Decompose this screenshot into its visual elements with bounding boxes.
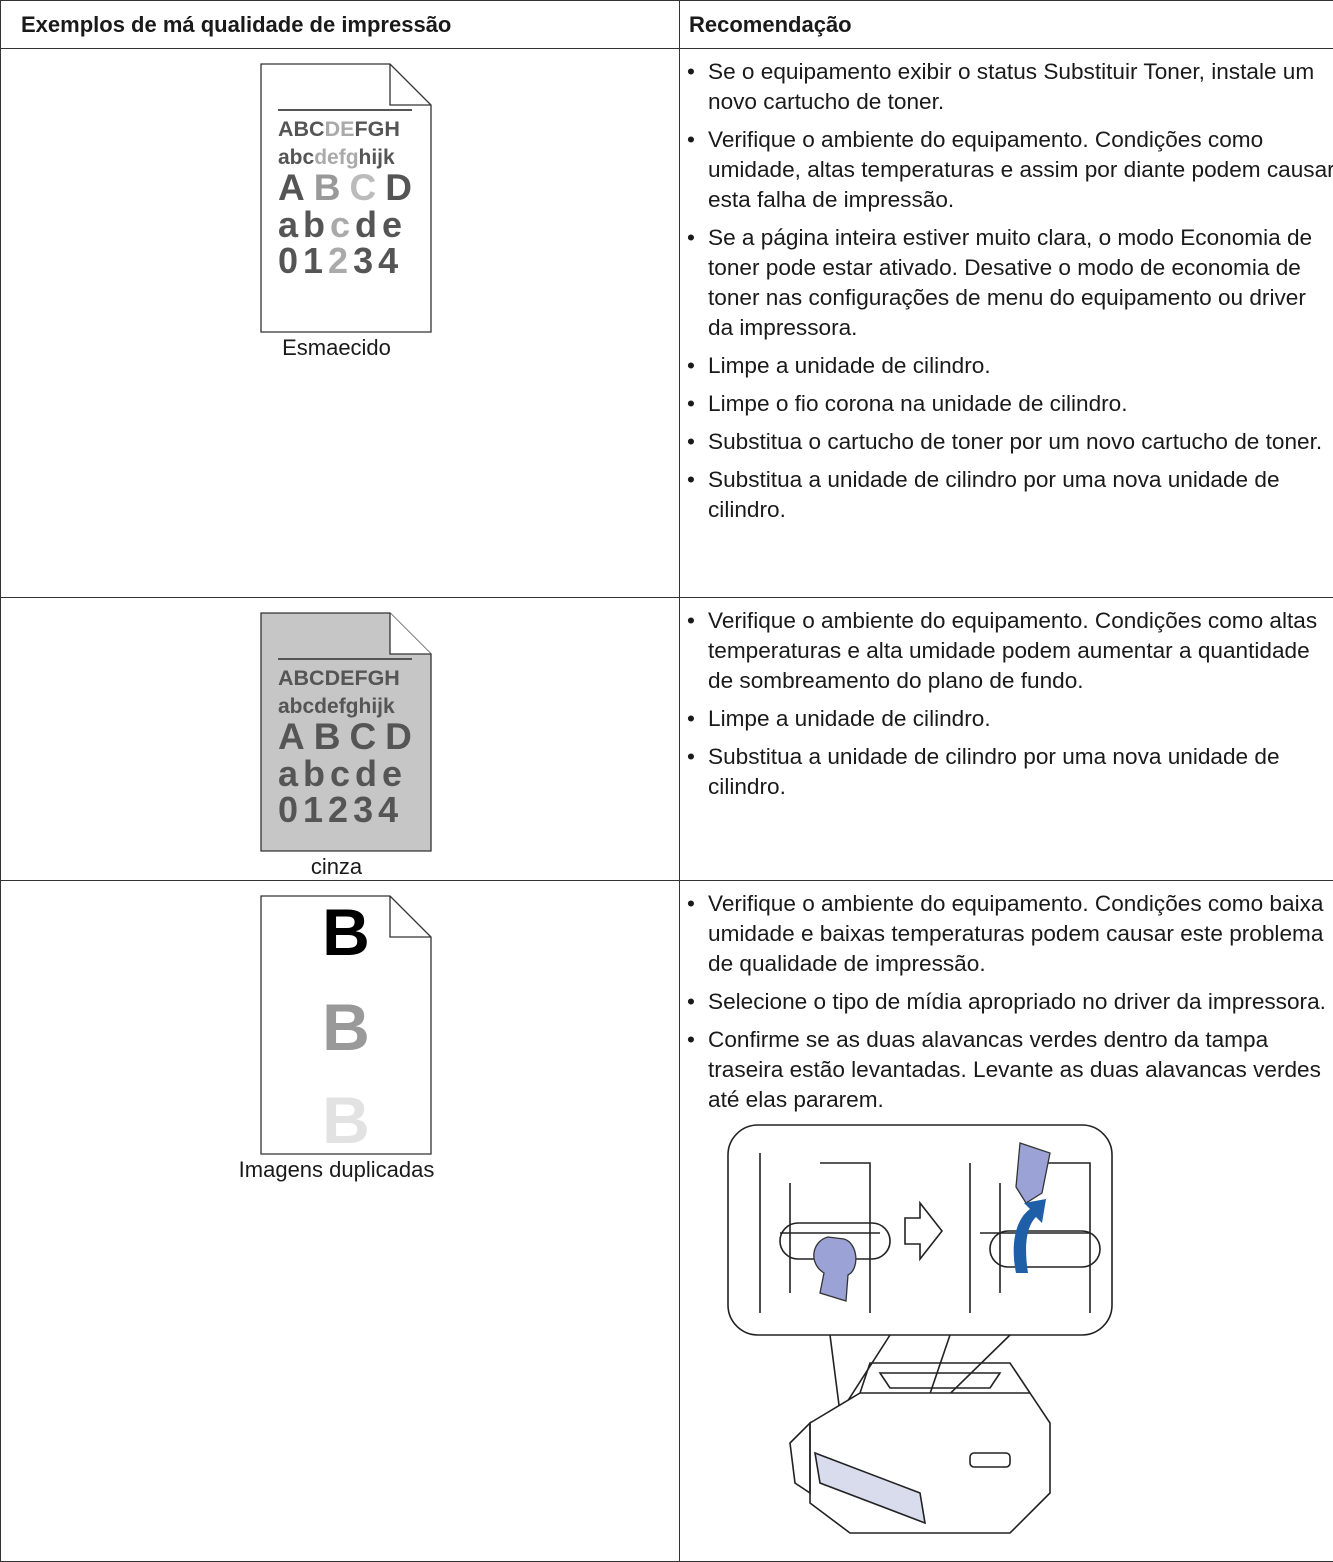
segment: defg	[314, 146, 358, 169]
segment: C	[349, 167, 385, 208]
caption: Imagens duplicadas	[0, 1157, 676, 1183]
segment: DE	[325, 117, 355, 141]
bullet-item: Substitua a unidade de cilindro por uma …	[680, 742, 1333, 802]
sample-text: ABCDEFGH	[278, 666, 400, 690]
bullet-item: Se a página inteira estiver muito clara,…	[680, 223, 1333, 343]
printer-illustration	[720, 1123, 1120, 1543]
segment: ABC	[278, 117, 325, 141]
bullet-list: Verifique o ambiente do equipamento. Con…	[680, 606, 1333, 802]
bullet-item: Limpe o fio corona na unidade de cilindr…	[680, 389, 1333, 419]
segment: B	[314, 167, 350, 208]
segment: 2	[328, 240, 353, 281]
segment: c	[330, 204, 355, 245]
bullet-item: Verifique o ambiente do equipamento. Con…	[680, 606, 1333, 696]
sample-text: ABCD	[278, 716, 421, 757]
bullet-item: Limpe a unidade de cilindro.	[680, 351, 1333, 381]
sample-text: B	[322, 990, 370, 1064]
bullet-item: Substitua a unidade de cilindro por uma …	[680, 465, 1333, 525]
segment: D	[385, 167, 421, 208]
header-row: Exemplos de má qualidade de impressão Re…	[1, 1, 1333, 49]
column-header: Recomendação	[680, 1, 1333, 49]
sample-text: ABCDEFGH	[278, 117, 400, 141]
column-header: Exemplos de má qualidade de impressão	[1, 1, 680, 49]
sample-text: abcdefghijk	[278, 695, 395, 718]
segment: ab	[278, 204, 330, 245]
caption: cinza	[0, 854, 676, 880]
bullet-item: Se o equipamento exibir o status Substit…	[680, 57, 1333, 117]
sample-text: B	[322, 895, 370, 969]
sample-text: B	[322, 1083, 370, 1155]
sample-text: abcde	[278, 753, 407, 794]
sample-cell: ABCDEFGH abcdefghijk ABCD abcde 01234 ci…	[1, 598, 680, 881]
ghost-sample: B B B	[260, 895, 432, 1155]
bullet-item: Limpe a unidade de cilindro.	[680, 704, 1333, 734]
bullet-item: Confirme se as duas alavancas verdes den…	[680, 1025, 1333, 1115]
bullet-item: Selecione o tipo de mídia apropriado no …	[680, 987, 1333, 1017]
faded-sample: ABCDEFGH abcdefghijk ABCD abcde 01234	[260, 63, 432, 333]
row: B B B Imagens duplicadas Verifique o amb…	[1, 881, 1333, 1562]
sample-cell: ABCDEFGH abcdefghijk ABCD abcde 01234 Es…	[1, 49, 680, 598]
recommendation-cell: Verifique o ambiente do equipamento. Con…	[680, 881, 1333, 1562]
row: ABCDEFGH abcdefghijk ABCD abcde 01234 ci…	[1, 598, 1333, 881]
caption: Esmaecido	[0, 335, 676, 361]
bullet-item: Verifique o ambiente do equipamento. Con…	[680, 125, 1333, 215]
bullet-list: Se o equipamento exibir o status Substit…	[680, 57, 1333, 525]
segment: de	[355, 204, 407, 245]
bullet-item: Verifique o ambiente do equipamento. Con…	[680, 889, 1333, 979]
sample-text: abcde	[278, 204, 407, 245]
segment: A	[278, 167, 314, 208]
recommendation-cell: Verifique o ambiente do equipamento. Con…	[680, 598, 1333, 881]
sample-text: abcdefghijk	[278, 146, 395, 169]
sample-text: 01234	[278, 240, 403, 281]
row: ABCDEFGH abcdefghijk ABCD abcde 01234 Es…	[1, 49, 1333, 598]
segment: 01	[278, 240, 328, 281]
segment: 34	[353, 240, 403, 281]
segment: FGH	[354, 117, 399, 141]
segment: hijk	[359, 146, 395, 169]
recommendation-cell: Se o equipamento exibir o status Substit…	[680, 49, 1333, 598]
bullet-list: Verifique o ambiente do equipamento. Con…	[680, 889, 1333, 1115]
gray-sample: ABCDEFGH abcdefghijk ABCD abcde 01234	[260, 612, 432, 852]
segment: abc	[278, 146, 315, 169]
sample-text: ABCD	[278, 167, 421, 208]
sample-cell: B B B Imagens duplicadas	[1, 881, 680, 1562]
sample-text: 01234	[278, 789, 403, 830]
bullet-item: Substitua o cartucho de toner por um nov…	[680, 427, 1333, 457]
